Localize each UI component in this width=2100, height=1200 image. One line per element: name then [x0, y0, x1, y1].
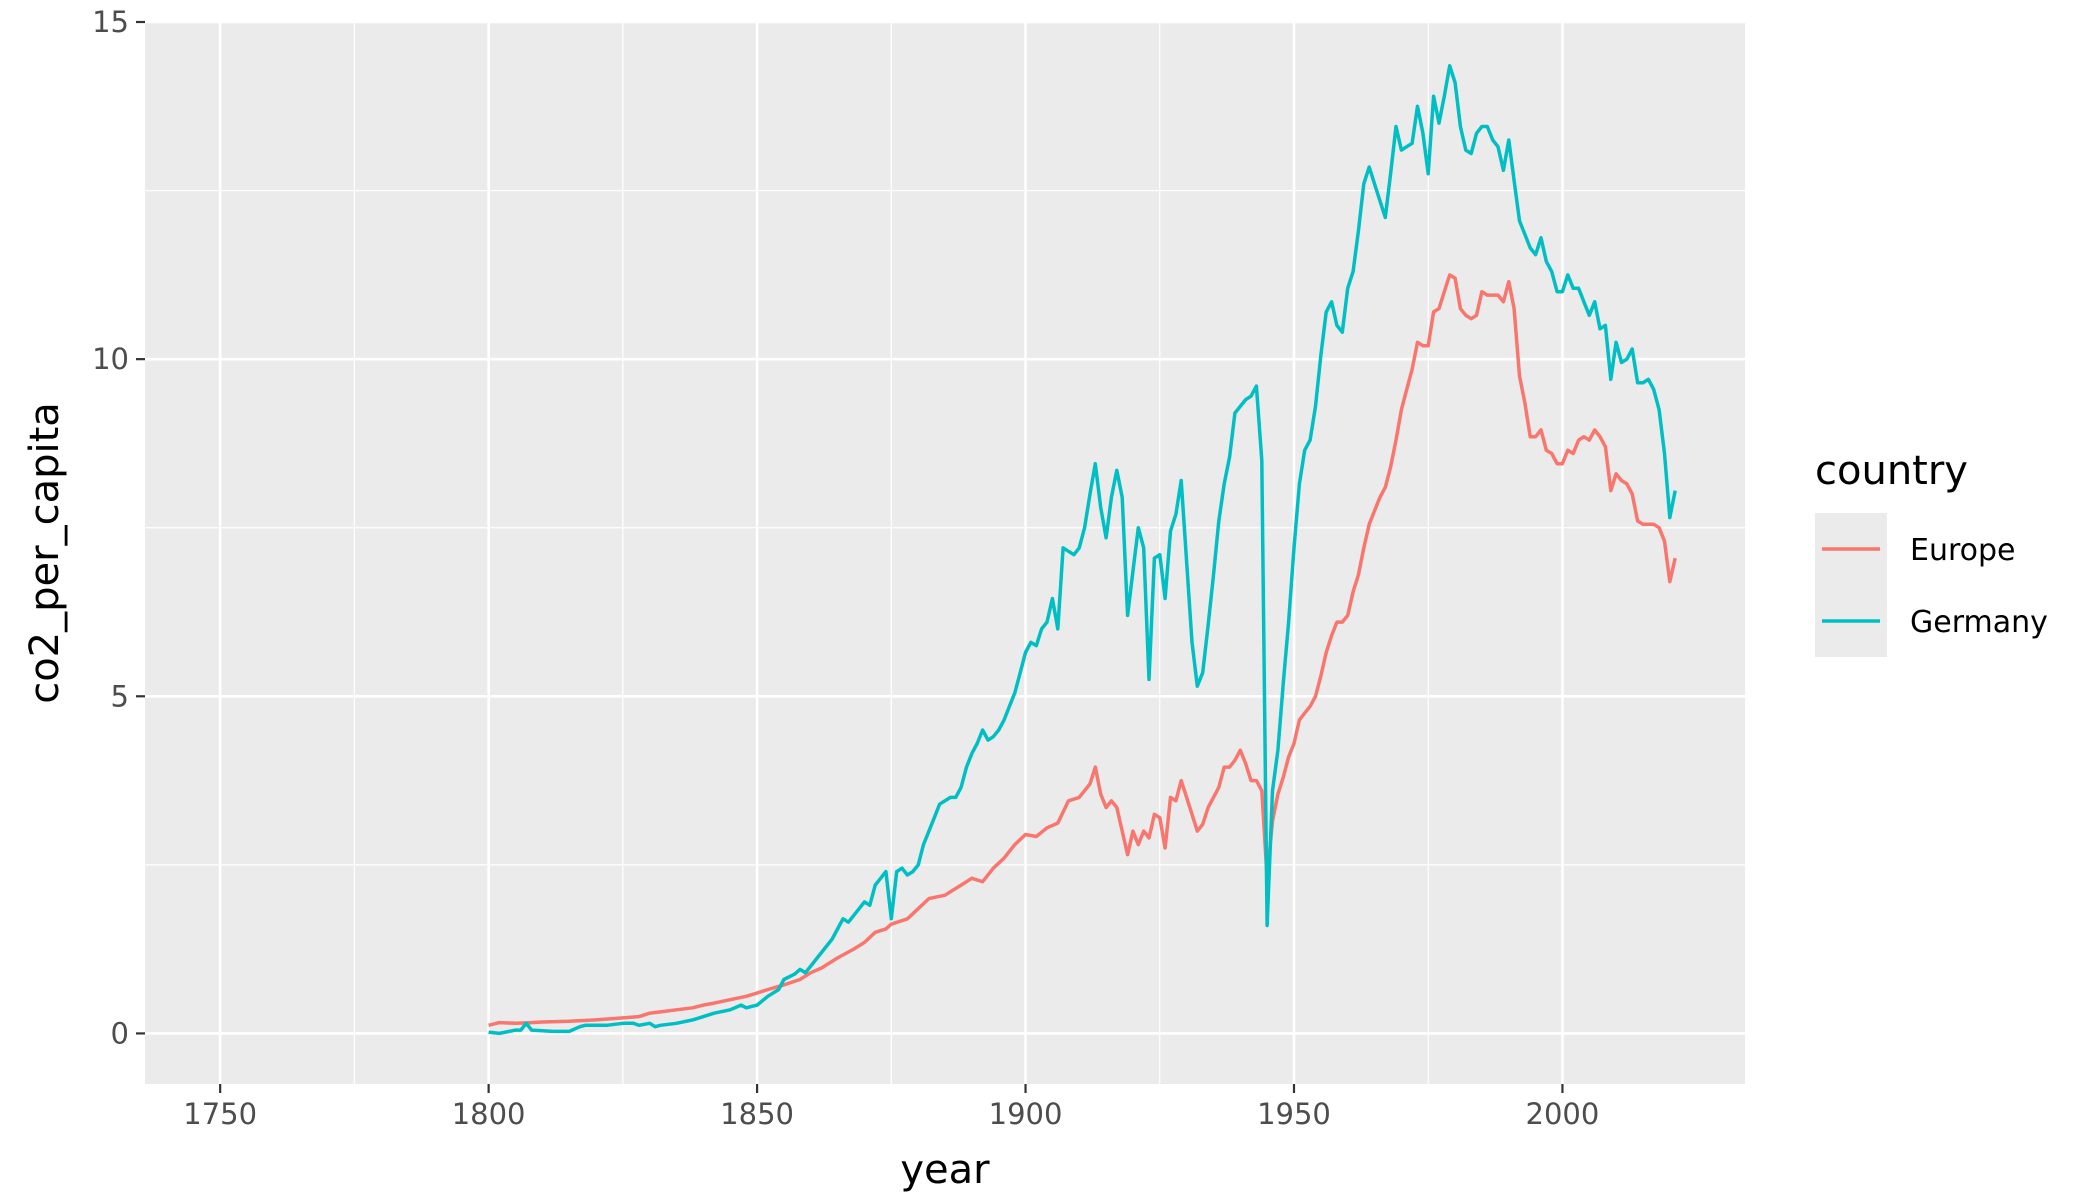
- x-tick-label: 2000: [1526, 1097, 1600, 1131]
- x-axis-title: year: [900, 1147, 990, 1193]
- plot-panel: [145, 22, 1745, 1084]
- x-tick-label: 1750: [183, 1097, 257, 1131]
- x-tick-label: 1850: [720, 1097, 794, 1131]
- tick-labels: 1750 1800 1850 1900 1950 2000 0 5 10 15: [92, 5, 1599, 1131]
- series-line-europe: [488, 273, 1677, 1027]
- legend-label-europe: Europe: [1910, 533, 2016, 568]
- axis-ticks: [136, 20, 1564, 1093]
- y-tick-label: 5: [111, 679, 129, 713]
- y-tick-label: 15: [92, 5, 129, 39]
- x-tick-label: 1800: [452, 1097, 526, 1131]
- y-axis-title: co2_per_capita: [22, 402, 68, 704]
- minor-gridlines: [145, 22, 1745, 1084]
- x-tick-label: 1950: [1257, 1097, 1331, 1131]
- legend-label-germany: Germany: [1910, 605, 2048, 640]
- legend-title: country: [1815, 448, 1968, 494]
- x-tick-label: 1900: [989, 1097, 1063, 1131]
- y-tick-label: 0: [111, 1016, 129, 1050]
- y-tick-label: 10: [92, 342, 129, 376]
- series-lines: [488, 64, 1677, 1036]
- series-line-germany: [488, 64, 1677, 1036]
- legend: country Europe Germany: [1815, 448, 2048, 657]
